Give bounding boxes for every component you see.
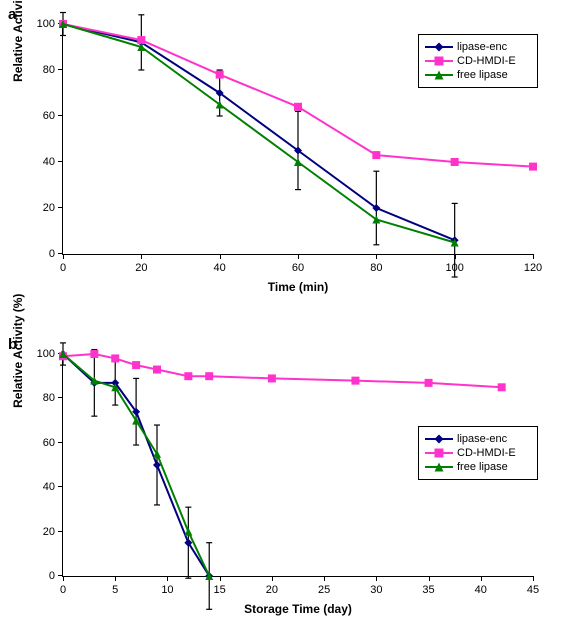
legend-text: CD-HMDI-E	[457, 55, 516, 67]
xtick-label: 25	[318, 584, 330, 596]
legend-text: CD-HMDI-E	[457, 447, 516, 459]
xtick	[167, 576, 168, 581]
xlabel-b: Storage Time (day)	[244, 602, 352, 616]
legend-swatch	[425, 69, 453, 81]
xtick	[533, 576, 534, 581]
xtick-label: 20	[135, 262, 147, 274]
xtick-label: 20	[266, 584, 278, 596]
xtick	[220, 576, 221, 581]
legend-item: CD-HMDI-E	[425, 55, 531, 67]
xtick	[115, 576, 116, 581]
ytick-label: 80	[43, 64, 55, 76]
marker-CD-HMDI-E	[451, 158, 459, 166]
legend-marker-icon	[435, 435, 444, 444]
xtick-label: 40	[475, 584, 487, 596]
legend-marker-icon	[435, 71, 444, 80]
marker-CD-HMDI-E	[268, 374, 276, 382]
marker-CD-HMDI-E	[153, 366, 161, 374]
xtick	[63, 576, 64, 581]
legend-marker-icon	[435, 449, 444, 458]
legend-item: free lipase	[425, 461, 531, 473]
legend-item: lipase-enc	[425, 433, 531, 445]
legend-text: free lipase	[457, 461, 508, 473]
marker-CD-HMDI-E	[351, 377, 359, 385]
xtick	[376, 254, 377, 259]
xtick	[141, 254, 142, 259]
legend-marker-icon	[435, 43, 444, 52]
marker-CD-HMDI-E	[184, 372, 192, 380]
xlabel-a: Time (min)	[268, 280, 328, 294]
legend-text: free lipase	[457, 69, 508, 81]
marker-CD-HMDI-E	[498, 383, 506, 391]
xtick-label: 120	[524, 262, 542, 274]
marker-free lipase	[184, 528, 192, 536]
ytick-label: 40	[43, 156, 55, 168]
legend-swatch	[425, 55, 453, 67]
xtick-label: 30	[370, 584, 382, 596]
legend-a: lipase-enc CD-HMDI-E free lipase	[418, 34, 538, 88]
ytick-label: 100	[37, 18, 55, 30]
xtick	[63, 254, 64, 259]
legend-swatch	[425, 41, 453, 53]
marker-CD-HMDI-E	[425, 379, 433, 387]
legend-swatch	[425, 433, 453, 445]
ytick-label: 0	[49, 248, 55, 260]
line-CD-HMDI-E	[63, 354, 502, 387]
marker-CD-HMDI-E	[372, 151, 380, 159]
xtick-label: 5	[112, 584, 118, 596]
xtick	[220, 254, 221, 259]
ytick-label: 60	[43, 110, 55, 122]
xtick-label: 80	[370, 262, 382, 274]
ylabel-a: Relative Activity (%)	[11, 0, 25, 82]
xtick	[429, 576, 430, 581]
xtick	[481, 576, 482, 581]
legend-marker-icon	[435, 57, 444, 66]
line-free lipase	[63, 24, 455, 243]
legend-swatch	[425, 447, 453, 459]
marker-CD-HMDI-E	[205, 372, 213, 380]
ylabel-b: Relative Activity (%)	[11, 294, 25, 408]
ytick-label: 20	[43, 202, 55, 214]
xtick-label: 0	[60, 262, 66, 274]
legend-item: CD-HMDI-E	[425, 447, 531, 459]
ytick-label: 100	[37, 348, 55, 360]
legend-item: free lipase	[425, 69, 531, 81]
ytick-label: 80	[43, 392, 55, 404]
xtick-label: 45	[527, 584, 539, 596]
legend-marker-icon	[435, 463, 444, 472]
marker-CD-HMDI-E	[137, 36, 145, 44]
ytick-label: 0	[49, 570, 55, 582]
legend-swatch	[425, 461, 453, 473]
xtick	[272, 576, 273, 581]
marker-CD-HMDI-E	[111, 354, 119, 362]
marker-CD-HMDI-E	[216, 71, 224, 79]
xtick-label: 0	[60, 584, 66, 596]
xtick	[376, 576, 377, 581]
ytick-label: 20	[43, 526, 55, 538]
xtick-label: 35	[422, 584, 434, 596]
xtick-label: 15	[214, 584, 226, 596]
xtick-label: 60	[292, 262, 304, 274]
legend-text: lipase-enc	[457, 41, 507, 53]
xtick	[324, 576, 325, 581]
ytick-label: 40	[43, 481, 55, 493]
plot-area-b: 051015202530354045020406080100Storage Ti…	[62, 354, 533, 577]
xtick	[533, 254, 534, 259]
ytick-label: 60	[43, 437, 55, 449]
xtick-label: 40	[214, 262, 226, 274]
marker-CD-HMDI-E	[90, 350, 98, 358]
marker-CD-HMDI-E	[294, 103, 302, 111]
legend-b: lipase-enc CD-HMDI-E free lipase	[418, 426, 538, 480]
marker-CD-HMDI-E	[529, 163, 537, 171]
legend-item: lipase-enc	[425, 41, 531, 53]
legend-text: lipase-enc	[457, 433, 507, 445]
plot-area-a: 020406080100120020406080100Time (min)Rel…	[62, 24, 533, 255]
marker-CD-HMDI-E	[132, 361, 140, 369]
xtick-label: 10	[161, 584, 173, 596]
xtick	[298, 254, 299, 259]
figure: a020406080100120020406080100Time (min)Re…	[0, 0, 561, 626]
